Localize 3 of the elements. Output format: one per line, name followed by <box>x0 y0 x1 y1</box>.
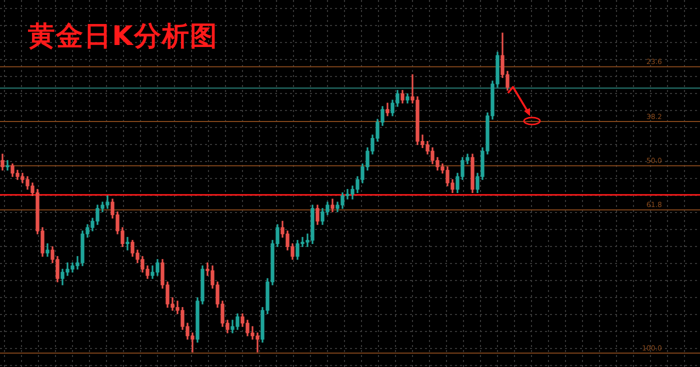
candlestick <box>6 160 10 171</box>
text: 黄金日K分析图 <box>28 20 218 54</box>
candlestick <box>126 236 130 250</box>
